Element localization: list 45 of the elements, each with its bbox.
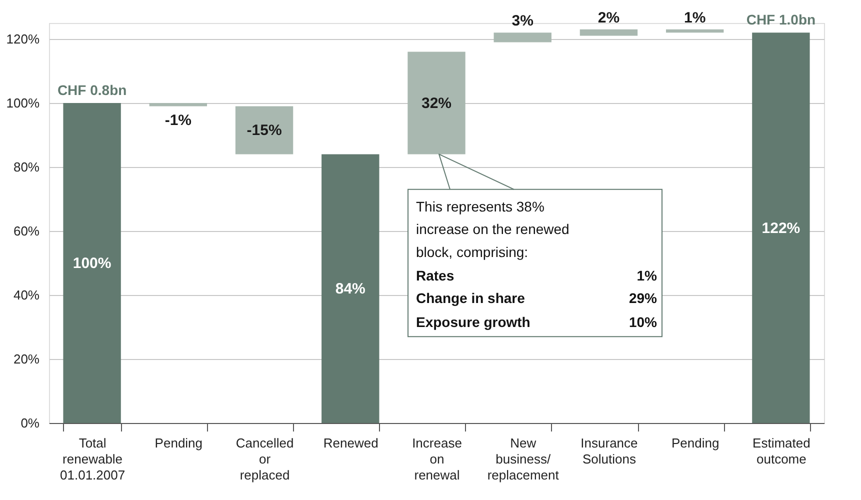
bar (494, 32, 552, 42)
x-tick-label: Pending (154, 436, 203, 450)
annotation: block, comprising: (416, 244, 528, 260)
x-tick-label: Estimated outcome (752, 436, 810, 466)
bar (580, 29, 638, 36)
y-tick-label: 80% (13, 160, 40, 174)
annotation: Rates (416, 267, 454, 284)
data-label: 32% (421, 95, 452, 112)
data-label: 100% (72, 255, 112, 272)
y-tick-label: 120% (6, 32, 40, 46)
data-label: -15% (246, 122, 282, 140)
annotation: 1% (636, 267, 658, 284)
x-tick-label: Pending (671, 436, 720, 450)
y-tick-label: 0% (20, 416, 40, 430)
data-label: 84% (335, 280, 366, 298)
data-label: 3% (512, 12, 534, 30)
annotation: increase on the renewed (416, 221, 570, 238)
y-tick-label: 40% (13, 288, 40, 302)
annotation: CHF 1.0bn (746, 12, 816, 28)
y-tick-label: 100% (6, 96, 40, 110)
annotation: This represents 38% (416, 198, 544, 214)
bar (149, 103, 208, 106)
annotation: CHF 0.8bn (57, 82, 127, 98)
x-tick-label: New business/ replacement (487, 436, 560, 482)
x-tick-label: Renewed (323, 436, 378, 450)
x-tick-label: Insurance Solutions (580, 436, 638, 466)
data-label: 122% (762, 220, 800, 237)
x-tick-label: Cancelled or replaced (236, 436, 294, 482)
data-label: -1% (164, 112, 192, 130)
y-tick-label: 60% (13, 224, 40, 238)
annotation: 10% (628, 314, 658, 330)
y-tick-label: 20% (13, 352, 40, 366)
data-label: 1% (684, 9, 706, 26)
x-tick-label: Total renewable 01.01.2007 (60, 436, 126, 482)
bar (63, 103, 121, 423)
annotation: 29% (628, 290, 658, 306)
bar (752, 32, 810, 423)
bar (322, 154, 380, 423)
annotation: Change in share (416, 290, 526, 306)
data-label: 2% (598, 9, 620, 26)
x-tick-label: Increase on renewal (412, 436, 462, 482)
bar (235, 106, 294, 154)
annotation: Exposure growth (416, 314, 530, 330)
bar (666, 29, 724, 33)
bar (408, 52, 466, 154)
